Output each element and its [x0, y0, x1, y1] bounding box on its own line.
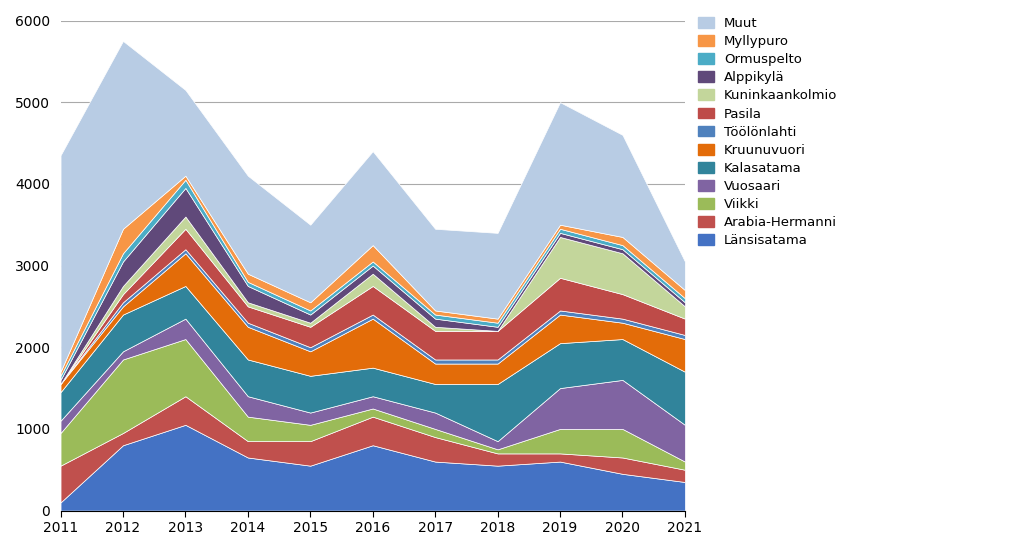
Legend: Muut, Myllypuro, Ormuspelto, Alppikylä, Kuninkaankolmio, Pasila, Töölönlahti, Kr: Muut, Myllypuro, Ormuspelto, Alppikylä, … [698, 17, 838, 247]
